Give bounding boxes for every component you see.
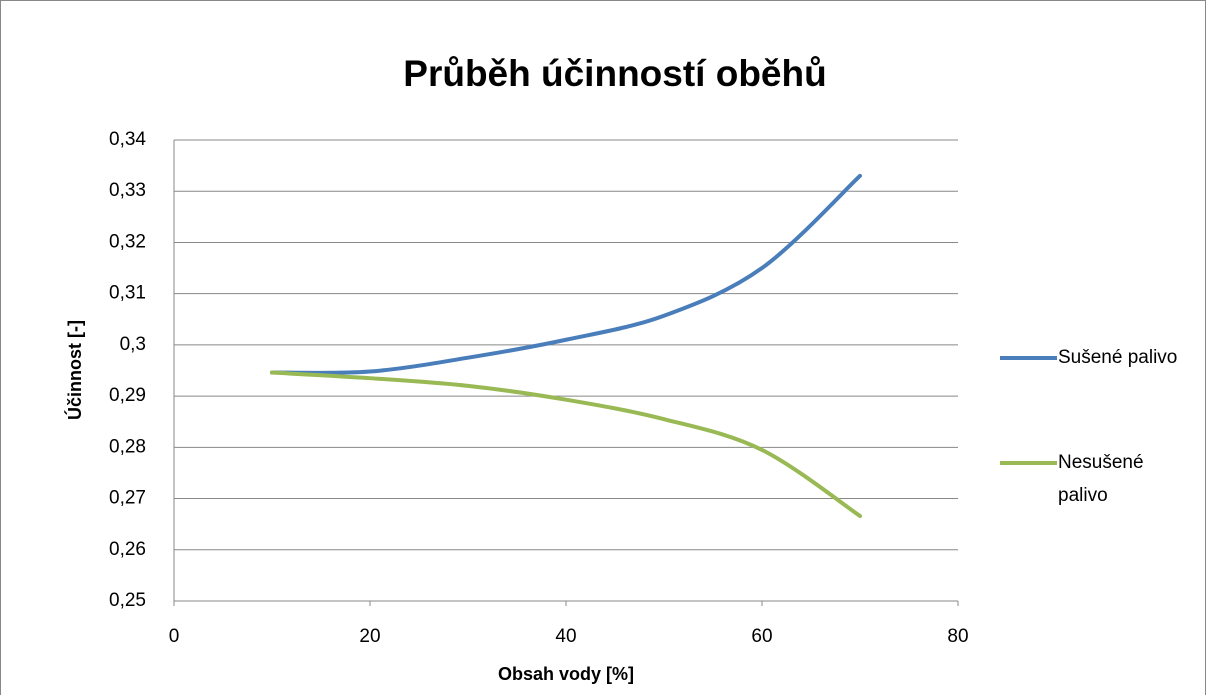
series-line	[270, 370, 862, 518]
y-tick-label: 0,27	[109, 488, 146, 509]
y-tick-label: 0,28	[109, 436, 146, 457]
legend-label: Sušené palivo	[1058, 347, 1178, 368]
chart-title: Průběh účinností oběhů	[403, 53, 826, 94]
y-tick-label: 0,34	[109, 129, 146, 150]
y-tick-label: 0,31	[109, 283, 146, 304]
x-tick-label: 20	[359, 626, 380, 647]
y-tick-label: 0,3	[120, 334, 146, 355]
y-tick-label: 0,29	[109, 385, 146, 406]
legend-label: Nesušené palivo	[1058, 452, 1144, 506]
x-tick-label: 40	[555, 626, 576, 647]
x-tick-label: 80	[947, 626, 968, 647]
y-tick-label: 0,33	[109, 180, 146, 201]
y-axis-label: Účinnost [-]	[64, 320, 85, 420]
x-tick-label: 60	[751, 626, 772, 647]
y-tick-label: 0,25	[109, 590, 146, 611]
x-tick-label: 0	[169, 626, 180, 647]
y-tick-label: 0,32	[109, 231, 146, 252]
x-axis-label: Obsah vody [%]	[498, 664, 634, 684]
y-tick-label: 0,26	[109, 539, 146, 560]
series-line	[270, 173, 862, 375]
